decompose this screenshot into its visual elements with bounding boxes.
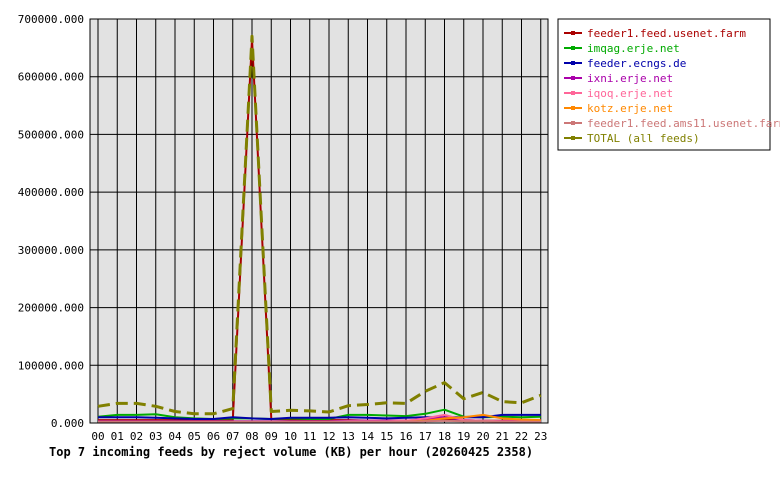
x-tick-label: 17 bbox=[419, 430, 432, 443]
x-tick-label: 05 bbox=[188, 430, 201, 443]
chart-title: Top 7 incoming feeds by reject volume (K… bbox=[49, 445, 533, 459]
y-tick-label: 700000.000 bbox=[18, 13, 84, 26]
y-tick-label: 400000.000 bbox=[18, 186, 84, 199]
legend-marker bbox=[571, 76, 575, 80]
legend-label: kotz.erje.net bbox=[587, 102, 673, 115]
legend-label: iqoq.erje.net bbox=[587, 87, 673, 100]
x-tick-label: 08 bbox=[245, 430, 258, 443]
x-tick-label: 06 bbox=[207, 430, 220, 443]
legend-marker bbox=[571, 91, 575, 95]
legend-label: TOTAL (all feeds) bbox=[587, 132, 700, 145]
legend-items: feeder1.feed.usenet.farm imqag.erje.net fe… bbox=[564, 27, 780, 145]
plot-area bbox=[90, 19, 548, 423]
x-tick-label: 01 bbox=[111, 430, 124, 443]
x-tick-label: 15 bbox=[380, 430, 393, 443]
series-line bbox=[98, 419, 541, 423]
plot-frame bbox=[89, 18, 549, 424]
x-tick-label: 10 bbox=[284, 430, 297, 443]
legend-marker bbox=[571, 136, 575, 140]
x-tick-label: 21 bbox=[496, 430, 509, 443]
series-line bbox=[97, 34, 542, 416]
x-tick-label: 00 bbox=[91, 430, 104, 443]
legend-marker bbox=[571, 121, 575, 125]
y-tick-label: 500000.000 bbox=[18, 128, 84, 141]
legend-label: ixni.erje.net bbox=[587, 72, 673, 85]
grid-lines bbox=[90, 18, 548, 424]
x-tick-label: 11 bbox=[303, 430, 316, 443]
x-tick-label: 19 bbox=[457, 430, 470, 443]
x-tick-label: 12 bbox=[322, 430, 335, 443]
x-tick-label: 20 bbox=[476, 430, 489, 443]
legend-label: feeder1.feed.usenet.farm bbox=[587, 27, 746, 40]
x-tick-label: 16 bbox=[399, 430, 412, 443]
legend-label: feeder1.feed.ams11.usenet.farm bbox=[587, 117, 780, 130]
y-axis-labels: 0.000 100000.000 200000.000 300000.000 40000… bbox=[18, 13, 84, 430]
x-tick-label: 23 bbox=[534, 430, 547, 443]
x-tick-label: 18 bbox=[438, 430, 451, 443]
y-tick-label: 100000.000 bbox=[18, 359, 84, 372]
legend-marker bbox=[571, 61, 575, 65]
x-tick-label: 02 bbox=[130, 430, 143, 443]
legend-box bbox=[557, 18, 771, 151]
x-tick-label: 03 bbox=[149, 430, 162, 443]
legend-label: imqag.erje.net bbox=[587, 42, 680, 55]
x-tick-label: 09 bbox=[265, 430, 278, 443]
legend-label: feeder.ecngs.de bbox=[587, 57, 686, 70]
y-tick-label: 0.000 bbox=[51, 417, 84, 430]
x-axis-labels: 00 01 02 03 04 05 06 07 08 09 10 11 12 13 14 15 16 17 18 19… bbox=[91, 430, 547, 443]
legend-marker bbox=[571, 46, 575, 50]
x-tick-label: 22 bbox=[515, 430, 528, 443]
series-lines bbox=[97, 34, 542, 424]
x-tick-label: 13 bbox=[342, 430, 355, 443]
x-tick-label: 04 bbox=[168, 430, 182, 443]
legend: feeder1.feed.usenet.farm imqag.erje.net fe… bbox=[557, 18, 780, 151]
y-tick-label: 600000.000 bbox=[18, 71, 84, 84]
legend-marker bbox=[571, 106, 575, 110]
y-tick-label: 300000.000 bbox=[18, 244, 84, 257]
x-tick-label: 07 bbox=[226, 430, 239, 443]
x-tick-label: 14 bbox=[361, 430, 375, 443]
legend-marker bbox=[571, 31, 575, 35]
y-tick-label: 200000.000 bbox=[18, 302, 84, 315]
